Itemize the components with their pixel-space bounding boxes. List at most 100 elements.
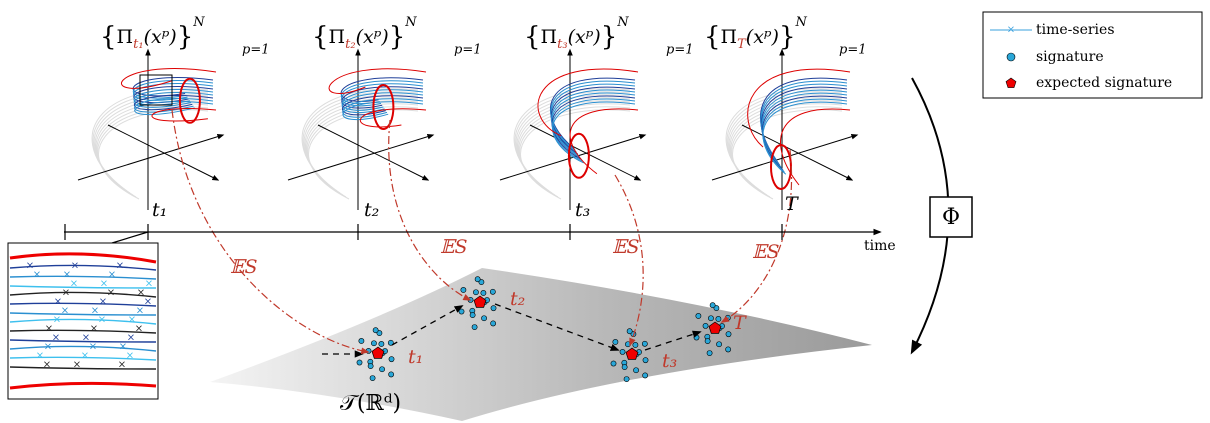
brace: { — [312, 22, 329, 52]
point-label: t₃ — [662, 350, 677, 372]
inset-cross: × — [81, 351, 89, 362]
axis-label: time — [864, 238, 896, 254]
brace: } — [177, 22, 194, 52]
inset-cross: × — [116, 261, 124, 272]
signature-dot — [389, 357, 394, 362]
signature-dot — [357, 360, 362, 365]
signature-dot — [643, 373, 648, 378]
lower: p=1 — [666, 43, 694, 58]
signature-dot — [633, 342, 638, 347]
signature-dot — [481, 316, 486, 321]
tick-label: t₂ — [364, 199, 379, 221]
brace: { — [524, 22, 541, 52]
inset-cross: × — [90, 324, 98, 335]
signature-dot — [707, 351, 712, 356]
inset-cross: × — [136, 306, 144, 317]
axis — [742, 125, 852, 180]
inset-cross: × — [145, 279, 153, 290]
manifold-surface — [210, 268, 872, 421]
lower: p=1 — [839, 43, 867, 58]
point-label: t₁ — [408, 346, 423, 368]
tick-label: t₃ — [575, 199, 590, 221]
inset-cross: × — [43, 360, 51, 371]
ghost-path — [517, 98, 630, 191]
symbol: Π — [329, 26, 346, 48]
expectation-label: 𝔼S — [752, 241, 780, 263]
lower: p=1 — [242, 43, 270, 58]
inset-cross: × — [98, 315, 106, 326]
signature-dot — [389, 372, 394, 377]
zoom-inset: ×××××××××××××××××××××××××××××××××××× — [8, 243, 158, 399]
argument: (xᵖ) — [746, 26, 779, 48]
expectation-arrow — [172, 110, 368, 352]
inset-cross: × — [108, 270, 116, 281]
ghost-path — [309, 110, 418, 199]
signature-dot — [622, 364, 627, 369]
signature-dot — [708, 316, 713, 321]
signature-dot — [726, 347, 731, 352]
brace: { — [704, 22, 721, 52]
inset-cross: × — [33, 270, 41, 281]
legend-label: expected signature — [1036, 75, 1172, 91]
point-label: t₂ — [510, 288, 525, 310]
inset-cross: × — [70, 279, 78, 290]
signature-dot — [461, 287, 466, 292]
signature-dot — [491, 321, 496, 326]
symbol: Π — [541, 26, 558, 48]
lower: p=1 — [454, 43, 482, 58]
manifold-label: 𝒯(ℝᵈ) — [340, 391, 401, 416]
signature-dot — [359, 338, 364, 343]
inset-cross: × — [71, 261, 79, 272]
signature-dot — [373, 328, 378, 333]
expectation-arrow — [389, 120, 470, 300]
signature-dot — [716, 316, 721, 321]
upper: N — [616, 15, 629, 30]
signature-dot — [473, 290, 478, 295]
expectation-label: 𝔼S — [230, 256, 258, 278]
inset-cross: × — [135, 324, 143, 335]
symbol: Π — [117, 26, 134, 48]
signature-dot — [696, 313, 701, 318]
header: {Πt₁(xᵖ)}N — [100, 15, 205, 53]
index: t₁ — [133, 37, 143, 52]
signature-dot — [370, 376, 375, 381]
tick-label: t₁ — [152, 199, 167, 221]
inset-cross: × — [73, 360, 81, 371]
index: t₂ — [345, 37, 355, 52]
signature-dot — [613, 339, 618, 344]
tick-label: T — [785, 193, 799, 215]
expectation-label: 𝔼S — [612, 236, 640, 258]
ghost-path — [305, 98, 418, 191]
signature-dot — [481, 290, 486, 295]
inset-cross: × — [99, 297, 107, 308]
ghost-path — [93, 92, 208, 187]
inset-cross: × — [52, 333, 60, 344]
signature-dot — [611, 361, 616, 366]
inset-cross: × — [144, 297, 152, 308]
signature-dot — [470, 312, 475, 317]
inset-cross: × — [61, 306, 69, 317]
page: Expected signature diagram {"headers": [… — [0, 0, 1210, 423]
signature-dot — [710, 303, 715, 308]
legend-dot — [1007, 53, 1015, 61]
signature-dot — [491, 306, 496, 311]
expectation-arrow — [722, 150, 792, 322]
header: {Πt₃(xᵖ)}N — [524, 15, 629, 53]
signature-dot — [459, 309, 464, 314]
index: t₃ — [557, 37, 567, 52]
argument: (xᵖ) — [144, 26, 177, 48]
header: {Πt₂(xᵖ)}N — [312, 15, 417, 53]
ghost-path — [729, 98, 842, 191]
inset-cross: × — [53, 315, 61, 326]
argument: (xᵖ) — [568, 26, 601, 48]
time-series-path — [761, 87, 847, 165]
inset-cross: × — [126, 351, 134, 362]
inset-cross: × — [127, 333, 135, 344]
axis — [108, 125, 218, 180]
inset-cross: × — [62, 288, 70, 299]
signature-dot — [475, 277, 480, 282]
header: {ΠT(xᵖ)}N — [704, 15, 807, 53]
signature-dot — [368, 363, 373, 368]
signature-dot — [624, 377, 629, 382]
signature-dot — [366, 348, 371, 353]
